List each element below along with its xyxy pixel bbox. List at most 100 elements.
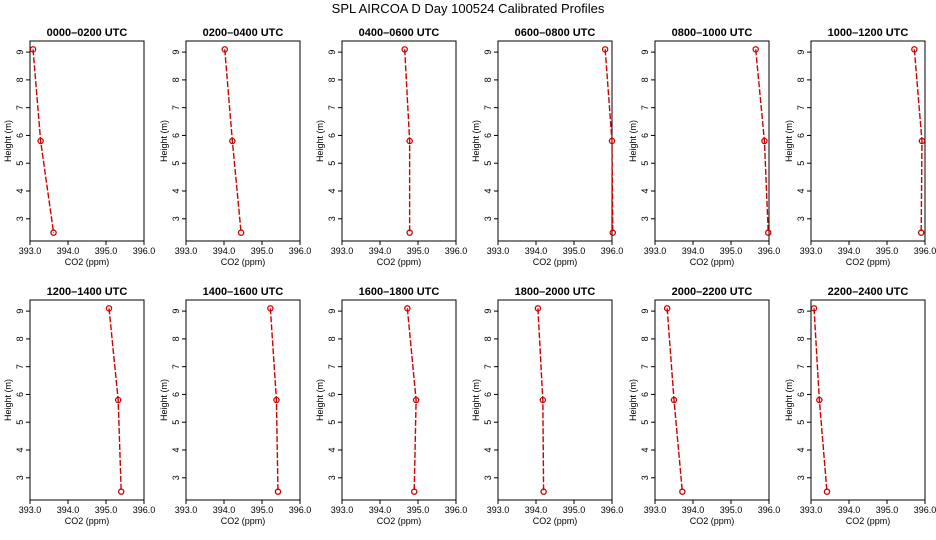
x-tick-label: 393.0 (19, 505, 42, 515)
y-tick-label: 8 (640, 336, 650, 341)
plot-frame (810, 299, 926, 501)
data-point (823, 488, 831, 495)
data-point (404, 305, 411, 312)
x-tick-label: 393.0 (487, 505, 510, 515)
y-tick-label: 8 (640, 77, 650, 82)
data-point (679, 488, 686, 495)
x-axis-label: CO2 (ppm) (377, 257, 422, 267)
x-tick-label: 394.0 (838, 505, 861, 515)
y-tick-label: 3 (640, 475, 650, 480)
x-tick-label: 393.0 (331, 505, 354, 515)
y-tick-label: 3 (796, 475, 806, 480)
x-tick-label: 395.0 (563, 505, 586, 515)
plot-frame (185, 40, 301, 242)
x-tick-label: 395.0 (251, 505, 274, 515)
data-point (406, 229, 413, 236)
y-axis-label: Height (m) (471, 379, 481, 421)
y-tick-label: 6 (327, 392, 337, 397)
profile-line (404, 49, 411, 233)
panel-title: 2200–2400 UTC (828, 286, 909, 298)
data-point (37, 137, 44, 145)
data-point (752, 46, 759, 53)
x-tick-label: 393.0 (175, 505, 198, 515)
x-tick-label: 395.0 (407, 505, 430, 515)
x-tick-label: 395.0 (720, 246, 743, 256)
panel-2: 0200–0400 UTC 393.0 394.0 395.0 396.0 3 4 5 6 7 8 9… (159, 27, 311, 267)
y-axis-label: Height (m) (3, 120, 13, 162)
plot-frame (29, 40, 145, 242)
plot-frame (497, 40, 613, 242)
panel-title: 0600–0800 UTC (515, 27, 596, 39)
y-tick-label: 3 (483, 216, 493, 221)
y-tick-label: 6 (640, 133, 650, 138)
data-point (539, 396, 547, 404)
data-point (117, 488, 125, 495)
x-tick-label: 395.0 (251, 246, 274, 256)
y-tick-label: 8 (15, 336, 25, 341)
y-tick-label: 4 (327, 188, 337, 193)
data-point (410, 488, 418, 495)
y-tick-label: 9 (796, 50, 806, 55)
x-axis-label: CO2 (ppm) (221, 257, 266, 267)
panel-11: 2000–2200 UTC 393.0 394.0 395.0 396.0 3 4 5 6 7 8 9… (628, 286, 780, 526)
panel-title: 1600–1800 UTC (359, 286, 440, 298)
panel-5: 0800–1000 UTC 393.0 394.0 395.0 396.0 3 4 5 6 7 8 9… (628, 27, 780, 267)
y-axis-label: Height (m) (159, 120, 169, 162)
plot-frame (185, 299, 301, 501)
data-point (237, 229, 245, 236)
x-axis-label: CO2 (ppm) (533, 516, 578, 526)
data-point (810, 305, 818, 312)
y-tick-label: 9 (640, 309, 650, 314)
data-point (412, 396, 420, 404)
y-tick-label: 8 (327, 336, 337, 341)
panel-title: 1000–1200 UTC (828, 27, 909, 39)
y-tick-label: 7 (171, 364, 181, 369)
panel-title: 1800–2000 UTC (515, 286, 596, 298)
panel-title: 0200–0400 UTC (203, 27, 284, 39)
data-point (663, 305, 671, 312)
y-axis-label: Height (m) (628, 379, 638, 421)
panel-title: 2000–2200 UTC (672, 286, 753, 298)
plot-frame (654, 40, 770, 242)
x-tick-label: 396.0 (133, 505, 156, 515)
y-tick-label: 7 (796, 364, 806, 369)
data-point (50, 229, 57, 236)
x-tick-label: 396.0 (133, 246, 156, 256)
profile-line (32, 49, 55, 233)
x-axis-label: CO2 (ppm) (65, 257, 110, 267)
y-tick-label: 5 (640, 161, 650, 166)
y-tick-label: 6 (15, 133, 25, 138)
data-point (267, 305, 274, 312)
x-axis-label: CO2 (ppm) (846, 257, 891, 267)
x-tick-label: 395.0 (720, 505, 743, 515)
data-point (406, 137, 413, 145)
y-tick-label: 9 (171, 309, 181, 314)
y-tick-label: 8 (796, 336, 806, 341)
y-tick-label: 9 (327, 50, 337, 55)
y-tick-label: 6 (483, 392, 493, 397)
y-tick-label: 6 (171, 392, 181, 397)
x-tick-label: 393.0 (644, 505, 667, 515)
y-tick-label: 5 (483, 420, 493, 425)
x-axis-label: CO2 (ppm) (65, 516, 110, 526)
y-tick-label: 4 (483, 188, 493, 193)
y-tick-label: 7 (640, 364, 650, 369)
x-axis-label: CO2 (ppm) (221, 516, 266, 526)
y-tick-label: 3 (327, 216, 337, 221)
x-tick-label: 394.0 (369, 505, 392, 515)
plot-frame (341, 299, 457, 501)
x-tick-label: 393.0 (487, 246, 510, 256)
data-point (917, 229, 925, 236)
data-point (29, 46, 37, 53)
y-axis-label: Height (m) (159, 379, 169, 421)
data-point (273, 396, 280, 404)
profile-line (913, 49, 923, 233)
y-tick-label: 3 (171, 475, 181, 480)
x-tick-label: 396.0 (914, 505, 936, 515)
y-tick-label: 6 (796, 392, 806, 397)
y-tick-label: 4 (15, 447, 25, 452)
x-tick-label: 394.0 (213, 505, 236, 515)
x-tick-label: 396.0 (601, 505, 624, 515)
y-tick-label: 8 (483, 336, 493, 341)
